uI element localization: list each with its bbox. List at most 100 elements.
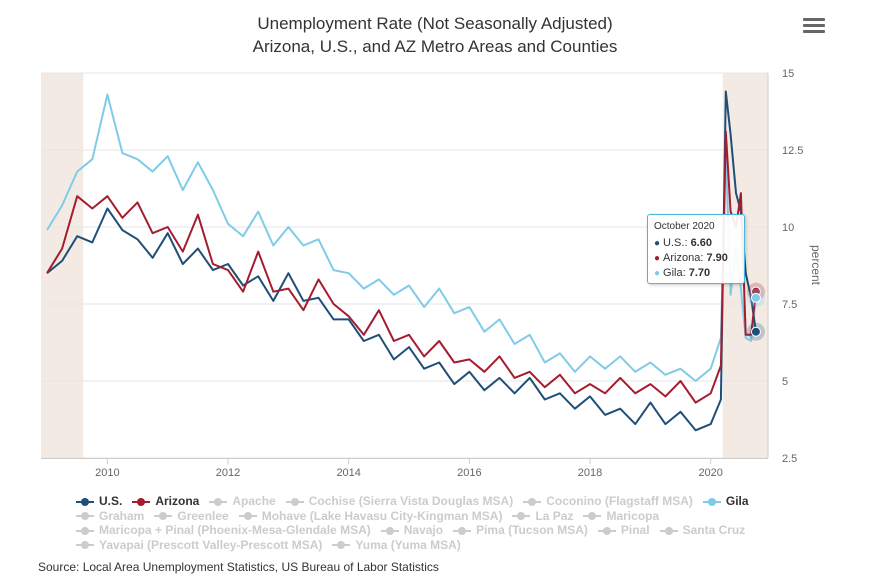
legend-item[interactable]: Gila [702,494,749,509]
tooltip-label: Gila: [663,267,689,279]
tooltip-value: 6.60 [690,237,712,249]
y-tick-label: 7.5 [782,299,797,311]
menu-bar [803,24,825,27]
tooltip: October 2020 ● U.S.: 6.60 ● Arizona: 7.90 ● G… [647,214,745,284]
legend-label: Arizona [155,494,200,508]
x-tick-label: 2014 [336,467,360,479]
legend-symbol-icon [238,512,257,521]
series-line-gila [46,93,757,382]
series-dot-icon: ● [654,268,661,279]
legend-label: Pinal [620,523,650,537]
tooltip-value: 7.90 [706,252,728,264]
legend-label: Apache [232,494,276,508]
y-tick-label: 15 [782,68,794,80]
legend-symbol-icon [209,497,228,506]
legend-label: Greenlee [177,508,229,523]
y-axis-label: percent [809,245,823,286]
legend-symbol-icon [76,512,94,521]
tooltip-row: ● Arizona: 7.90 [654,251,738,266]
series-dot-icon: ● [654,238,661,249]
x-tick-label: 2010 [95,467,119,479]
legend-symbol-icon [583,512,602,521]
legend-item[interactable]: Maricopa + Pinal (Phoenix-Mesa-Glendale … [76,523,371,538]
highlight-markers [746,282,765,341]
legend-label: Maricopa [606,508,660,523]
axes: 2.5 5 7.5 10 12.5 15 2010 2012 2014 2016 2018 2020 [41,68,803,479]
legend-symbol-icon [380,526,399,535]
series-line-us [46,90,757,432]
legend-symbol-icon [453,526,472,535]
hamburger-menu-icon[interactable] [803,18,825,38]
tooltip-header: October 2020 [654,221,715,232]
point-marker [750,292,761,303]
y-tick-label: 5 [782,376,788,388]
chart-title: Unemployment Rate (Not Seasonally Adjust… [257,14,613,33]
legend-item[interactable]: Greenlee [154,508,229,524]
legend-symbol-icon [523,497,542,506]
legend-symbol-icon [702,497,721,506]
legend-symbol-icon [285,497,304,506]
legend-symbol-icon [659,526,678,535]
legend-item[interactable]: Graham [76,509,144,524]
legend-symbol-icon [332,541,351,550]
legend-symbol-icon [512,512,531,521]
legend-item[interactable]: Maricopa [583,509,659,524]
x-tick-label: 2018 [578,467,602,479]
tooltip-row: ● U.S.: 6.60 [654,236,738,251]
y-tick-label: 12.5 [782,145,803,157]
legend-label: Yuma (Yuma MSA) [355,537,461,552]
menu-bar [803,30,825,33]
tooltip-label: Arizona: [663,252,707,264]
legend-item[interactable]: U.S. [76,494,122,509]
x-tick-label: 2020 [698,467,722,479]
legend-item[interactable]: Yuma (Yuma MSA) [332,537,461,553]
shaded-period [41,73,84,458]
legend-label: Santa Cruz [682,523,746,537]
x-tick-label: 2012 [216,467,240,479]
legend-item[interactable]: Pima (Tucson MSA) [453,523,588,538]
legend-label: U.S. [99,494,123,508]
series-lines [46,90,757,432]
legend-symbol-icon [76,541,94,550]
legend-symbol-icon [76,526,94,535]
chart-subtitle: Arizona, U.S., and AZ Metro Areas and Co… [252,37,618,56]
menu-bar [803,18,825,21]
source-note: Source: Local Area Unemployment Statisti… [38,560,439,574]
legend-item[interactable]: Apache [209,494,276,509]
legend-item[interactable]: Arizona [132,494,199,509]
legend-item[interactable]: Mohave (Lake Havasu City-Kingman MSA) [238,508,503,524]
legend-item[interactable]: Cochise (Sierra Vista Douglas MSA) [285,494,514,509]
legend-symbol-icon [597,526,616,535]
legend-label: Coconino (Flagstaff MSA) [546,494,693,508]
legend-label: Gila [725,494,749,508]
point-marker [750,326,761,337]
legend-label: Navajo [403,523,444,537]
series-line-arizona [46,130,757,404]
legend-label: Mohave (Lake Havasu City-Kingman MSA) [261,508,503,523]
legend-symbol-icon [132,497,151,506]
legend-item[interactable]: Coconino (Flagstaff MSA) [523,494,693,509]
legend-item[interactable]: Santa Cruz [659,523,746,538]
y-tick-label: 2.5 [782,453,797,465]
legend-label: Graham [99,508,145,523]
legend: U.S. Arizona Apache Cochise (Sierra Vista D… [76,494,816,552]
legend-label: Yavapai (Prescott Valley-Prescott MSA) [99,537,323,552]
legend-label: La Paz [535,508,574,523]
tooltip-label: U.S.: [663,237,691,249]
legend-label: Pima (Tucson MSA) [476,523,588,537]
series-dot-icon: ● [654,253,661,264]
legend-symbol-icon [154,512,173,521]
x-tick-label: 2016 [457,467,481,479]
tooltip-value: 7.70 [688,267,711,279]
tooltip-rows: ● U.S.: 6.60 ● Arizona: 7.90 ● Gila: 7.70 [654,236,738,281]
legend-item[interactable]: Yavapai (Prescott Valley-Prescott MSA) [76,538,322,553]
y-tick-label: 10 [782,222,794,234]
tooltip-row: ● Gila: 7.70 [654,266,738,281]
legend-item[interactable]: Navajo [380,523,444,538]
legend-symbol-icon [76,497,94,506]
legend-item[interactable]: Pinal [597,523,650,538]
legend-label: Maricopa + Pinal (Phoenix-Mesa-Glendale … [99,523,371,537]
legend-label: Cochise (Sierra Vista Douglas MSA) [308,494,514,508]
legend-item[interactable]: La Paz [512,509,573,524]
